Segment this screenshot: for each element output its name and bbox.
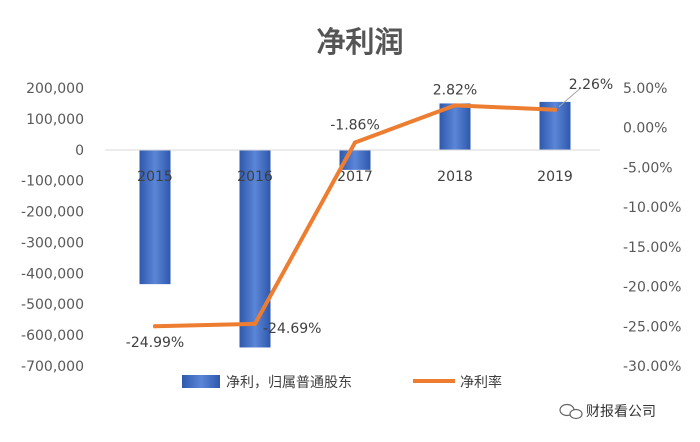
line-point — [353, 140, 357, 145]
wechat-icon — [559, 403, 583, 420]
right-tick-label: -20.00% — [623, 280, 681, 296]
line-data-label: 2.26% — [569, 77, 613, 93]
label-leaders — [558, 87, 582, 108]
left-tick-label: -700,000 — [21, 359, 84, 375]
category-axis: 2015 2016 2017 2018 2019 — [137, 169, 573, 185]
watermark-text: 财报看公司 — [586, 404, 656, 420]
legend-bar-swatch — [182, 375, 220, 388]
left-axis: 200,000 100,000 0 -100,000 -200,000 -300,000 -… — [21, 81, 84, 375]
left-tick-label: 0 — [75, 143, 84, 159]
line-data-label: -1.86% — [330, 117, 380, 133]
category-label: 2018 — [437, 169, 473, 185]
line-data-label: -24.69% — [263, 321, 321, 337]
right-tick-label: -30.00% — [623, 359, 681, 375]
bar-series — [139, 101, 571, 348]
line-series — [153, 103, 557, 329]
watermark: 财报看公司 — [559, 403, 656, 420]
left-tick-label: 200,000 — [26, 81, 84, 97]
category-label: 2017 — [337, 169, 373, 185]
right-tick-label: -5.00% — [623, 160, 673, 176]
net-margin-line — [153, 103, 557, 329]
line-data-label: 2.82% — [433, 82, 477, 98]
right-axis: 5.00% 0.00% -5.00% -10.00% -15.00% -20.00% -25… — [623, 81, 681, 375]
chart-title: 净利润 — [316, 25, 403, 59]
left-tick-label: -200,000 — [21, 205, 84, 221]
left-tick-label: -600,000 — [21, 328, 84, 344]
right-tick-label: 5.00% — [623, 81, 667, 97]
category-label: 2019 — [537, 169, 573, 185]
left-tick-label: -400,000 — [21, 266, 84, 282]
legend: 净利，归属普通股东 净利率 — [182, 374, 502, 391]
legend-bar-label: 净利，归属普通股东 — [226, 374, 352, 391]
left-tick-label: -500,000 — [21, 297, 84, 313]
bar — [239, 149, 271, 348]
legend-line-label: 净利率 — [460, 374, 502, 391]
category-label: 2015 — [137, 169, 173, 185]
category-label: 2016 — [237, 169, 273, 185]
line-point — [253, 321, 257, 326]
line-point — [453, 103, 457, 108]
left-tick-label: 100,000 — [26, 112, 84, 128]
line-point — [153, 324, 157, 329]
right-tick-label: 0.00% — [623, 121, 667, 137]
left-tick-label: -300,000 — [21, 235, 84, 251]
line-data-labels: -24.99% -24.69% -1.86% 2.82% 2.26% — [126, 77, 613, 351]
bar — [139, 149, 171, 285]
left-tick-label: -100,000 — [21, 174, 84, 190]
right-tick-label: -15.00% — [623, 240, 681, 256]
line-point — [553, 107, 557, 112]
right-tick-label: -10.00% — [623, 200, 681, 216]
line-data-label: -24.99% — [126, 335, 184, 351]
right-tick-label: -25.00% — [623, 319, 681, 335]
leader-line — [558, 87, 582, 108]
